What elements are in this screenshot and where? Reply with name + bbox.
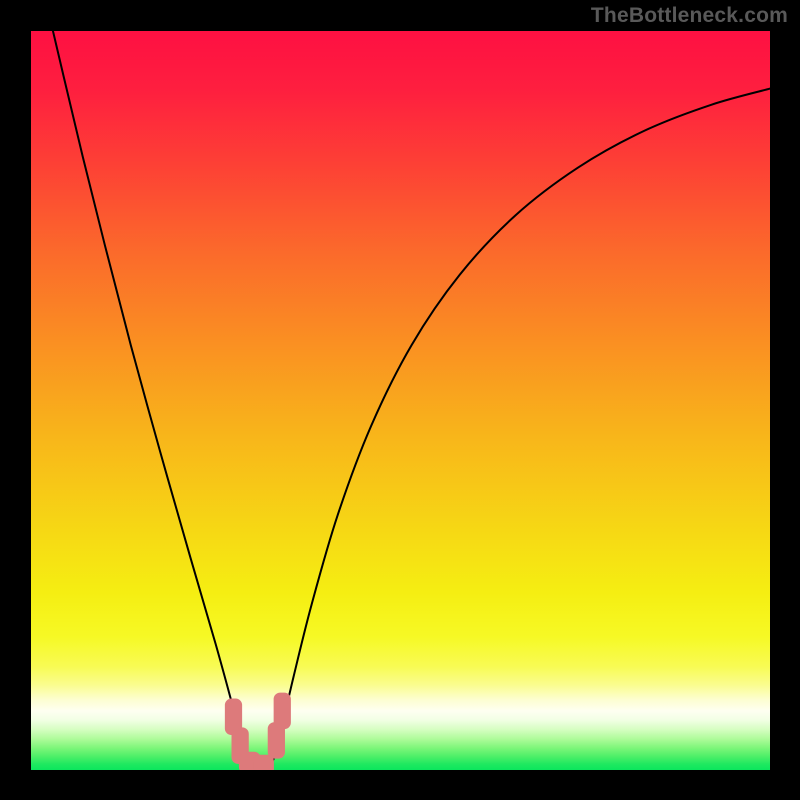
- gradient-background: [31, 31, 770, 770]
- chart-frame: TheBottleneck.com: [0, 0, 800, 800]
- plot-svg: [31, 31, 770, 770]
- watermark-text: TheBottleneck.com: [591, 4, 788, 28]
- curve-marker: [274, 693, 290, 728]
- plot-area: [31, 31, 770, 770]
- curve-marker: [253, 755, 274, 770]
